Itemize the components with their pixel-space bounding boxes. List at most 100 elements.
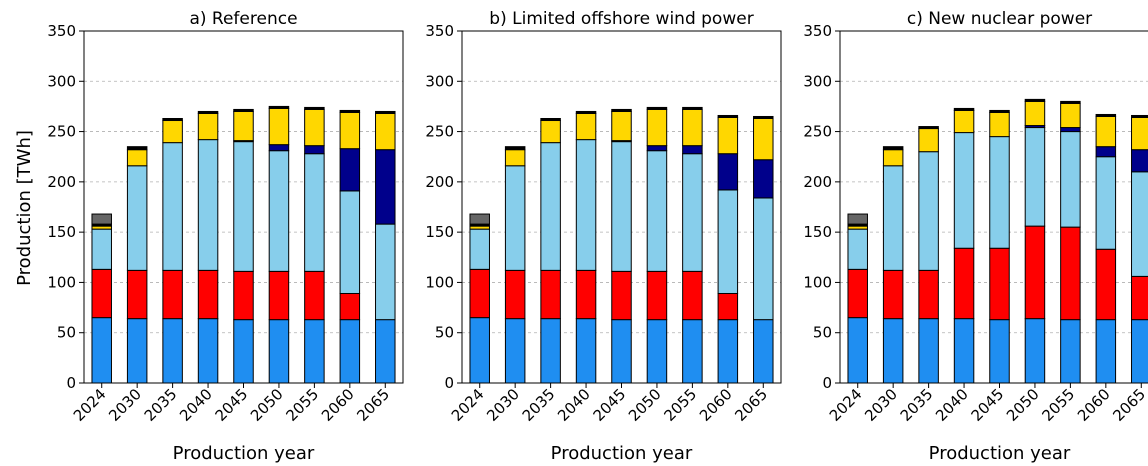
panel-title: b) Limited offshore wind power — [489, 9, 753, 29]
bar-segment-2055-s6 — [1060, 100, 1081, 104]
y-tick-label: 350 — [47, 22, 76, 40]
bar-segment-2024-s3 — [847, 228, 868, 270]
bar-segment-2065-s5 — [753, 117, 774, 161]
bar-segment-2065-s6 — [375, 110, 396, 114]
bar-segment-2060-s6 — [1095, 113, 1117, 117]
bar-segment-2055-s1 — [304, 319, 325, 383]
bar-segment-2024-s2 — [91, 268, 112, 319]
bar-segment-2050-s6 — [1024, 98, 1046, 102]
bar-segment-2045-s6 — [233, 108, 254, 112]
y-tick-label: 50 — [435, 324, 454, 342]
bar-segment-2065-s1 — [1131, 319, 1148, 383]
bar-segment-2065-s1 — [375, 319, 396, 383]
x-tick-label: 2045 — [212, 385, 252, 425]
bar-segment-2045-s2 — [611, 270, 632, 321]
panels: 0501001502002503003502024203020352040204… — [47, 9, 1148, 464]
x-tick-label: 2040 — [554, 385, 594, 425]
x-axis-label: Production year — [551, 443, 693, 464]
bar-segment-2065-s2 — [1131, 275, 1148, 321]
y-tick-label: 200 — [803, 173, 832, 191]
bar-segment-2030-s1 — [504, 318, 526, 383]
x-tick-label: 2065 — [353, 385, 393, 425]
bar-segment-2055-s5 — [682, 108, 703, 147]
bar-segment-2040-s6 — [197, 110, 219, 114]
y-tick-label: 250 — [803, 123, 832, 141]
bar-segment-2055-s4 — [682, 145, 703, 155]
bar-segment-2035-s5 — [162, 120, 183, 144]
panel-title: a) Reference — [189, 9, 297, 29]
bar-segment-2045-s3 — [233, 141, 254, 272]
y-tick-label: 0 — [444, 374, 454, 392]
y-axis-label: Production [TWh] — [14, 130, 35, 286]
y-tick-label: 300 — [425, 72, 454, 90]
bar-segment-2050-s6 — [646, 106, 668, 110]
bar-segment-2024-s7 — [91, 213, 112, 225]
bar-segment-2030-s2 — [504, 269, 526, 320]
bar-segment-2045-s5 — [989, 111, 1010, 138]
bar-segment-2060-s1 — [717, 319, 739, 383]
bar-segment-2060-s6 — [339, 109, 361, 113]
bar-segment-2060-s2 — [1095, 248, 1117, 321]
bar-segment-2065-s6 — [1131, 114, 1148, 118]
x-tick-label: 2040 — [176, 385, 216, 425]
x-tick-label: 2055 — [282, 385, 322, 425]
bar-segment-2035-s6 — [918, 126, 939, 130]
bar-segment-2055-s6 — [304, 106, 325, 110]
bars — [847, 98, 1148, 383]
bar-segment-2045-s2 — [233, 270, 254, 321]
bar-segment-2040-s5 — [953, 109, 975, 134]
x-tick-label: 2050 — [625, 385, 665, 425]
bar-segment-2060-s3 — [339, 190, 361, 294]
y-tick-label: 350 — [425, 22, 454, 40]
bar-segment-2055-s1 — [1060, 319, 1081, 383]
bar-segment-2065-s3 — [1131, 171, 1148, 277]
bar-segment-2030-s5 — [882, 149, 904, 167]
x-tick-label: 2060 — [318, 385, 358, 425]
bar-segment-2024-s2 — [847, 268, 868, 319]
bar-segment-2060-s5 — [717, 116, 739, 155]
bar-segment-2040-s1 — [197, 318, 219, 383]
chart-panel-3: 0501001502002503003502024203020352040204… — [803, 9, 1148, 464]
y-tick-label: 150 — [425, 223, 454, 241]
bar-segment-2030-s1 — [882, 318, 904, 383]
y-tick-label: 300 — [47, 72, 76, 90]
bar-segment-2050-s4 — [268, 144, 290, 152]
y-tick-label: 150 — [47, 223, 76, 241]
bar-segment-2040-s5 — [197, 112, 219, 141]
bar-segment-2030-s6 — [882, 146, 904, 151]
bar-segment-2035-s6 — [540, 117, 561, 122]
bar-segment-2055-s3 — [1060, 131, 1081, 228]
x-tick-label: 2050 — [1003, 385, 1043, 425]
bar-segment-2030-s3 — [882, 165, 904, 271]
bar-segment-2040-s2 — [953, 247, 975, 320]
bars — [91, 105, 396, 383]
bar-segment-2030-s6 — [504, 146, 526, 151]
bar-segment-2065-s4 — [753, 159, 774, 199]
bar-segment-2050-s5 — [646, 108, 668, 147]
y-tick-label: 250 — [47, 123, 76, 141]
bar-segment-2040-s2 — [197, 269, 219, 320]
bar-segment-2055-s1 — [682, 319, 703, 383]
bar-segment-2050-s6 — [268, 105, 290, 109]
bar-segment-2035-s3 — [918, 151, 939, 271]
y-tick-label: 250 — [425, 123, 454, 141]
bar-segment-2060-s5 — [1095, 115, 1117, 148]
bar-segment-2060-s2 — [717, 292, 739, 321]
bar-segment-2040-s3 — [575, 139, 597, 271]
bar-segment-2030-s5 — [504, 149, 526, 167]
bar-segment-2030-s3 — [504, 165, 526, 271]
y-tick-label: 350 — [803, 22, 832, 40]
bar-segment-2040-s6 — [575, 110, 597, 114]
bar-segment-2060-s5 — [339, 111, 361, 150]
bar-segment-2040-s6 — [953, 107, 975, 111]
bar-segment-2060-s1 — [339, 319, 361, 383]
bar-segment-2060-s4 — [717, 153, 739, 191]
bar-segment-2055-s3 — [304, 153, 325, 272]
bar-segment-2055-s4 — [304, 145, 325, 155]
x-tick-label: 2045 — [968, 385, 1008, 425]
y-tick-label: 300 — [803, 72, 832, 90]
bar-segment-2050-s1 — [1024, 318, 1046, 383]
y-tick-label: 100 — [47, 273, 76, 291]
y-tick-label: 50 — [57, 324, 76, 342]
x-tick-label: 2065 — [1109, 385, 1148, 425]
